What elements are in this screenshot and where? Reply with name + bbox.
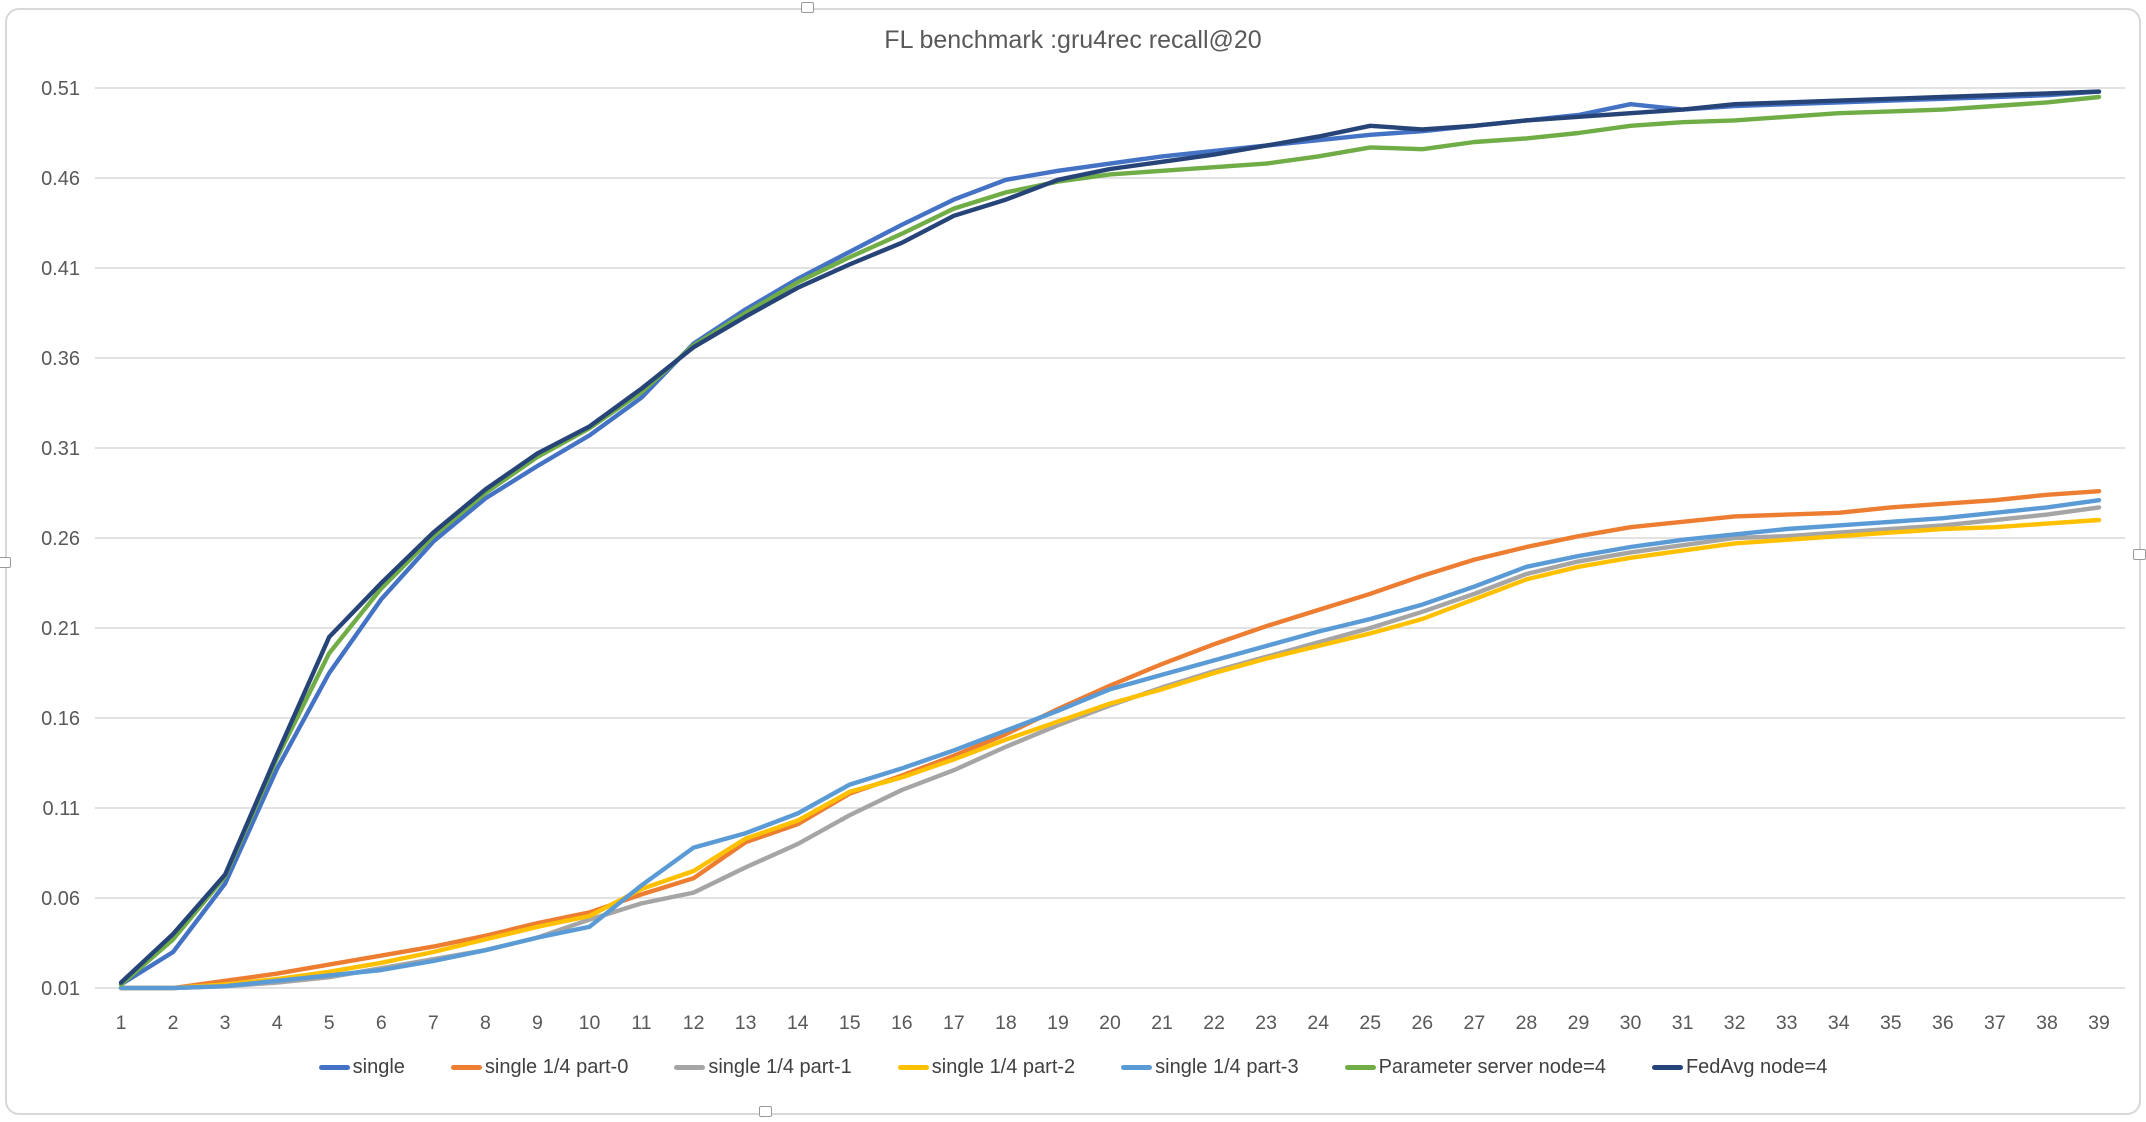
x-axis-tick-label: 22 <box>1203 1012 1225 1034</box>
legend-line-swatch <box>1651 1064 1683 1070</box>
legend-line-swatch <box>1344 1064 1376 1070</box>
legend-label: single <box>352 1055 405 1078</box>
y-axis-tick-label: 0.26 <box>41 528 80 550</box>
y-axis-tick-label: 0.46 <box>41 168 80 190</box>
x-axis-tick-label: 37 <box>1984 1012 2006 1034</box>
x-axis-tick-label: 6 <box>376 1012 387 1034</box>
x-axis-tick-label: 32 <box>1724 1012 1746 1034</box>
resize-handle-left[interactable] <box>0 557 11 568</box>
series-line-fedavg-node-4[interactable] <box>118 89 2102 985</box>
x-axis-tick-label: 28 <box>1516 1012 1538 1034</box>
legend-line-swatch <box>450 1064 482 1070</box>
x-axis-tick-label: 11 <box>631 1012 651 1034</box>
resize-handle-bottom[interactable] <box>759 1106 772 1117</box>
x-axis-tick-label: 10 <box>579 1012 601 1034</box>
legend-label: single 1/4 part-3 <box>1155 1055 1299 1078</box>
x-axis-tick-label: 23 <box>1255 1012 1277 1034</box>
series-line-parameter-server-node-4[interactable] <box>118 94 2102 987</box>
legend-line-swatch <box>318 1064 350 1070</box>
legend-item-single-1-4-part-2[interactable]: single 1/4 part-2 <box>897 1055 1076 1079</box>
x-axis-tick-label: 2 <box>168 1012 179 1034</box>
x-axis-tick-label: 12 <box>683 1012 705 1034</box>
series-line-single-1-4-part-3[interactable] <box>118 498 2102 991</box>
x-axis-tick-label: 5 <box>324 1012 335 1034</box>
x-axis-tick-label: 8 <box>480 1012 491 1034</box>
legend-label: FedAvg node=4 <box>1685 1055 1828 1078</box>
y-axis-tick-label: 0.31 <box>41 438 80 460</box>
legend-label: single 1/4 part-2 <box>931 1055 1076 1078</box>
resize-handle-right[interactable] <box>2133 549 2146 560</box>
x-axis-tick-label: 16 <box>891 1012 913 1034</box>
x-axis-tick-label: 15 <box>839 1012 861 1034</box>
x-axis-tick-label: 30 <box>1620 1012 1642 1034</box>
x-axis-tick-label: 31 <box>1672 1012 1694 1034</box>
legend-label: Parameter server node=4 <box>1378 1055 1606 1078</box>
y-axis-tick-label: 0.06 <box>41 888 80 910</box>
y-axis-tick-label: 0.16 <box>41 708 80 730</box>
legend-line-swatch <box>674 1064 706 1070</box>
legend-label: single 1/4 part-0 <box>484 1055 629 1078</box>
x-axis-tick-label: 20 <box>1099 1012 1121 1034</box>
x-axis-tick-label: 38 <box>2036 1012 2058 1034</box>
x-axis-tick-label: 9 <box>532 1012 543 1034</box>
series-line-single-1-4-part-0[interactable] <box>118 489 2102 991</box>
legend-item-single-1-4-part-0[interactable]: single 1/4 part-0 <box>450 1055 629 1079</box>
x-axis-tick-label: 19 <box>1047 1012 1069 1034</box>
legend-item-single-1-4-part-3[interactable]: single 1/4 part-3 <box>1121 1055 1299 1079</box>
resize-handle-top[interactable] <box>801 2 814 13</box>
legend-item-single-1-4-part-1[interactable]: single 1/4 part-1 <box>674 1055 852 1079</box>
x-axis-tick-label: 27 <box>1464 1012 1486 1034</box>
x-axis-tick-label: 29 <box>1568 1012 1590 1034</box>
x-axis-tick-label: 7 <box>428 1012 439 1034</box>
chart-legend: single single 1/4 part-0 single 1/4 part-1… <box>0 1048 2146 1086</box>
x-axis-tick-label: 1 <box>116 1012 127 1034</box>
x-axis-tick-label: 21 <box>1151 1012 1173 1034</box>
y-axis-tick-label: 0.21 <box>41 618 80 640</box>
x-axis-tick-label: 13 <box>735 1012 757 1034</box>
x-axis-tick-label: 36 <box>1932 1012 1954 1034</box>
x-axis-tick-label: 26 <box>1411 1012 1433 1034</box>
legend-label: single 1/4 part-1 <box>708 1055 852 1078</box>
legend-item-parameter-server-node-4[interactable]: Parameter server node=4 <box>1344 1055 1606 1079</box>
x-axis-tick-label: 39 <box>2088 1012 2110 1034</box>
x-axis-tick-label: 25 <box>1359 1012 1381 1034</box>
x-axis-tick-label: 35 <box>1880 1012 1902 1034</box>
x-axis-tick-label: 3 <box>220 1012 231 1034</box>
y-axis-tick-label: 0.41 <box>41 258 80 280</box>
chart-title[interactable]: FL benchmark :gru4rec recall@20 <box>884 26 1262 54</box>
x-axis-tick-label: 33 <box>1776 1012 1798 1034</box>
x-axis-tick-label: 14 <box>787 1012 809 1034</box>
x-axis-tick-label: 17 <box>943 1012 965 1034</box>
legend-item-fedavg-node-4[interactable]: FedAvg node=4 <box>1651 1055 1828 1079</box>
x-axis-tick-label: 24 <box>1307 1012 1329 1034</box>
y-axis-tick-label: 0.01 <box>41 978 80 1000</box>
x-axis-tick-label: 4 <box>272 1012 283 1034</box>
chart-border <box>5 8 2141 1115</box>
series-line-single-1-4-part-2[interactable] <box>118 517 2102 991</box>
series-line-single-1-4-part-1[interactable] <box>118 505 2102 991</box>
y-axis-tick-label: 0.11 <box>43 798 80 820</box>
x-axis-tick-label: 18 <box>995 1012 1017 1034</box>
legend-line-swatch <box>1121 1064 1153 1070</box>
y-axis-tick-label: 0.51 <box>41 78 80 100</box>
y-axis-tick-label: 0.36 <box>41 348 80 370</box>
legend-line-swatch <box>897 1064 929 1070</box>
x-axis-tick-label: 34 <box>1828 1012 1850 1034</box>
legend-item-single[interactable]: single <box>318 1055 405 1079</box>
